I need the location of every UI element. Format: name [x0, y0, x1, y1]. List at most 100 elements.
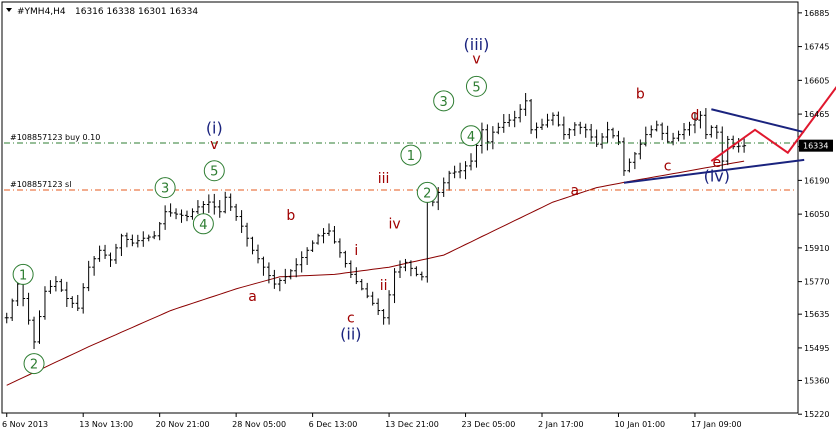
wave-label-red: c	[347, 311, 355, 327]
wave-label-red: e	[712, 155, 721, 171]
price-bar	[398, 260, 402, 279]
price-bar	[578, 121, 583, 135]
price-bar	[463, 161, 468, 180]
y-tick-label: 16050	[804, 210, 829, 219]
wave-label-red: iv	[388, 217, 400, 233]
y-tick-label: 15220	[804, 410, 829, 419]
price-bar	[64, 281, 69, 307]
price-bar	[452, 165, 457, 179]
x-tick-label: 6 Nov 2013	[2, 420, 48, 429]
price-bar	[485, 124, 490, 151]
price-bar	[75, 294, 80, 311]
wave-label-text: 1	[407, 149, 415, 164]
price-bar	[174, 208, 179, 220]
wave-label-text: 2	[30, 358, 38, 373]
price-bar	[742, 138, 747, 153]
price-bar	[152, 231, 157, 240]
price-bar	[206, 194, 211, 213]
price-bar	[561, 116, 566, 140]
price-bars-layer	[4, 93, 747, 349]
x-tick-label: 13 Nov 13:00	[79, 420, 133, 429]
plot-area	[1, 1, 799, 414]
price-bar	[720, 126, 725, 170]
price-bar	[529, 99, 534, 134]
x-tick-label: 13 Dec 21:00	[385, 420, 439, 429]
price-bar	[676, 130, 681, 142]
price-bar	[26, 292, 31, 325]
price-bar	[239, 210, 244, 233]
price-bar	[135, 234, 140, 248]
price-bar	[392, 268, 397, 304]
price-bar	[534, 122, 539, 139]
moving-average-line	[6, 160, 745, 386]
wave-label-circle-5: 5	[465, 75, 487, 97]
wave-label-circle-5: 5	[203, 160, 225, 182]
wave-label-ring	[23, 353, 45, 375]
wave-label-text: 5	[210, 165, 218, 180]
price-bar	[594, 129, 599, 147]
price-bar	[212, 193, 217, 215]
price-bar	[201, 201, 206, 214]
price-bar	[507, 113, 512, 127]
price-bar	[731, 135, 736, 150]
x-tick-label: 2 Jan 17:00	[538, 420, 584, 429]
price-bar	[326, 223, 331, 236]
price-bar	[682, 123, 687, 140]
price-bar	[343, 250, 348, 268]
price-bar	[92, 256, 97, 276]
price-bar	[124, 232, 129, 248]
price-bar	[649, 125, 654, 138]
price-bar	[567, 128, 572, 139]
price-bar	[354, 267, 359, 285]
price-bar	[245, 222, 250, 247]
price-bar	[671, 132, 676, 146]
price-bar	[277, 278, 282, 292]
wave-label-red: i	[354, 243, 358, 259]
wave-label-text: 1	[19, 268, 27, 283]
chart-ohlc-values: 16316 16338 16301 16334	[75, 7, 198, 17]
x-tick-label: 20 Nov 21:00	[156, 420, 210, 429]
x-tick-label: 6 Dec 13:00	[309, 420, 358, 429]
price-bar	[572, 122, 577, 136]
price-bar	[545, 113, 550, 128]
price-bar	[419, 271, 424, 281]
price-bar	[283, 268, 288, 284]
price-bar	[53, 276, 58, 292]
price-bar	[305, 247, 310, 265]
axis-area	[798, 2, 835, 413]
wave-label-red: a	[248, 289, 257, 305]
y-tick-label: 15495	[804, 344, 829, 353]
price-bar	[474, 140, 479, 168]
price-bar	[299, 251, 304, 273]
wave-label-red: b	[286, 208, 295, 224]
price-bar	[184, 210, 189, 222]
price-bar	[698, 111, 703, 129]
price-bar	[146, 234, 151, 242]
price-bar	[408, 260, 413, 277]
price-bar	[81, 283, 86, 314]
price-bar	[157, 221, 162, 241]
price-bar	[223, 191, 228, 214]
price-bar	[108, 252, 113, 267]
price-bar	[709, 125, 714, 138]
price-bar	[632, 151, 637, 170]
price-bar	[523, 93, 528, 116]
y-axis-labels: 1688516745166051646516330161901605015910…	[798, 9, 833, 419]
trendlines-layer	[623, 108, 805, 184]
price-bar	[310, 240, 315, 253]
y-tick-label: 15910	[804, 244, 829, 253]
price-bar	[654, 120, 659, 132]
price-bar	[458, 162, 463, 179]
price-bar	[86, 260, 91, 292]
wave-label-circle-4: 4	[192, 213, 214, 235]
y-tick-label: 16745	[804, 43, 829, 52]
price-bar	[550, 112, 555, 126]
wave-label-ring	[416, 181, 438, 203]
wave-label-circle-1: 1	[400, 144, 422, 166]
y-tick-label: 15360	[804, 376, 829, 385]
y-tick-label: 15770	[804, 278, 829, 287]
price-bar	[37, 310, 42, 344]
price-bar	[469, 153, 474, 171]
